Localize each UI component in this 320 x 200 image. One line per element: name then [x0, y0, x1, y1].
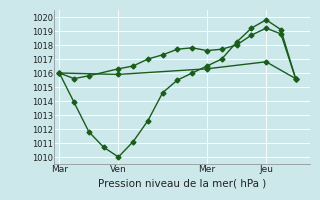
X-axis label: Pression niveau de la mer( hPa ): Pression niveau de la mer( hPa ) — [98, 179, 267, 189]
